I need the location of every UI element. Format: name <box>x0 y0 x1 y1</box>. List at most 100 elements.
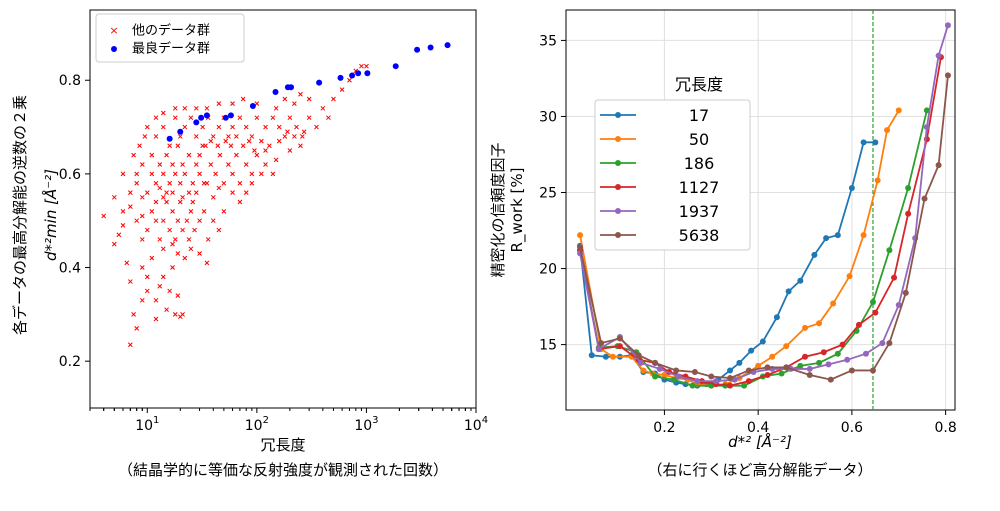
scatter-point-other <box>142 134 148 139</box>
scatter-point-best <box>193 119 200 126</box>
scatter-point-other <box>234 134 239 139</box>
scatter-point-other <box>188 115 194 121</box>
scatter-point-other <box>184 218 190 224</box>
series-point <box>816 359 823 366</box>
legend-label: 186 <box>684 154 715 173</box>
series-point <box>848 367 855 374</box>
left-scatter-plot: 101 102 103 104 0.2 0.4 0.6 0.8 冗長度 （結晶学的に等価な反… <box>11 9 488 479</box>
right-y-ticks: 15 20 25 30 35 <box>539 33 566 354</box>
scatter-point-other <box>240 143 246 149</box>
series-point <box>656 365 663 372</box>
scatter-point-other <box>177 199 183 205</box>
series-point <box>862 350 869 357</box>
legend-label-other: 他のデータ群 <box>132 23 210 39</box>
scatter-point-other <box>230 190 235 195</box>
series-point <box>708 373 715 380</box>
scatter-point-best <box>272 88 279 95</box>
scatter-point-best <box>392 63 399 70</box>
scatter-point-other <box>273 157 279 163</box>
x-tick-label: 101 <box>135 415 159 434</box>
scatter-point-other <box>276 138 282 144</box>
y-tick-label: 35 <box>539 33 557 49</box>
scatter-point-other <box>287 115 293 121</box>
scatter-point-other <box>359 63 364 69</box>
series-point <box>759 338 766 345</box>
left-legend-box <box>95 13 245 63</box>
scatter-point-other <box>111 241 117 247</box>
scatter-point-other <box>282 134 288 139</box>
scatter-point-best <box>227 112 234 119</box>
right-y-axis-label-line2: R_work [%] <box>508 168 527 253</box>
series-point <box>886 340 893 347</box>
scatter-point-other <box>237 199 243 205</box>
series-1937 <box>577 22 951 385</box>
scatter-point-other <box>298 91 303 97</box>
scatter-point-other <box>320 105 326 111</box>
scatter-point-other <box>210 134 216 139</box>
x-tick-label: 0.6 <box>841 420 863 436</box>
scatter-point-best <box>177 128 184 135</box>
series-point <box>823 235 830 242</box>
scatter-point-other <box>254 115 260 121</box>
scatter-point-other <box>230 101 235 107</box>
scatter-point-other <box>240 96 246 102</box>
scatter-point-best <box>444 42 451 49</box>
legend-marker <box>615 208 621 214</box>
scatter-point-other <box>120 208 126 214</box>
scatter-point-other <box>172 311 178 317</box>
scatter-point-other <box>127 279 133 284</box>
series-point <box>895 107 902 114</box>
scatter-point-other <box>213 171 218 177</box>
scatter-point-other <box>186 237 192 242</box>
legend-marker <box>615 112 621 118</box>
scatter-point-other <box>144 274 150 280</box>
scatter-point-other <box>326 115 331 121</box>
scatter-point-other <box>282 96 288 102</box>
scatter-point-other <box>193 190 199 195</box>
series-point <box>902 289 909 296</box>
series-point <box>745 367 752 374</box>
scatter-point-best <box>355 70 362 77</box>
series-point <box>783 364 790 371</box>
scatter-point-other <box>153 115 159 121</box>
scatter-point-other <box>270 171 276 177</box>
scatter-point-other <box>153 316 159 322</box>
series-point <box>694 378 701 385</box>
scatter-point-other <box>276 124 282 130</box>
series-point <box>935 52 942 59</box>
scatter-point-other <box>139 162 145 167</box>
scatter-point-other <box>287 148 293 153</box>
scatter-point-other <box>243 124 249 130</box>
scatter-point-best <box>427 44 434 51</box>
series-point <box>670 376 677 383</box>
scatter-point-other <box>175 251 181 256</box>
scatter-point-other <box>124 260 130 266</box>
series-point <box>830 300 837 307</box>
scatter-point-other <box>339 87 345 92</box>
scatter-point-other <box>153 297 159 303</box>
series-point <box>764 364 771 371</box>
scatter-point-other <box>252 148 257 153</box>
series-point <box>764 372 771 379</box>
left-y-axis-label: 各データの最高分解能の逆数の２乗 <box>11 95 29 335</box>
scatter-point-other <box>139 297 145 303</box>
series-point <box>834 232 841 239</box>
legend-label: 1937 <box>679 202 720 221</box>
scatter-point-other <box>228 143 234 149</box>
legend-label: 17 <box>689 106 709 125</box>
scatter-point-other <box>254 152 260 158</box>
scatter-point-best <box>249 102 256 109</box>
series-point <box>839 341 846 348</box>
series-point <box>635 352 642 359</box>
scatter-point-other <box>131 152 136 158</box>
series-point <box>923 107 930 114</box>
scatter-point-other <box>153 218 159 224</box>
scatter-point-other <box>234 152 239 158</box>
scatter-point-other <box>127 342 133 348</box>
scatter-point-other <box>160 194 166 200</box>
series-point <box>773 314 780 321</box>
series-point <box>783 343 790 350</box>
scatter-point-other <box>188 208 194 214</box>
legend-label: 50 <box>689 130 709 149</box>
scatter-point-other <box>144 288 150 294</box>
